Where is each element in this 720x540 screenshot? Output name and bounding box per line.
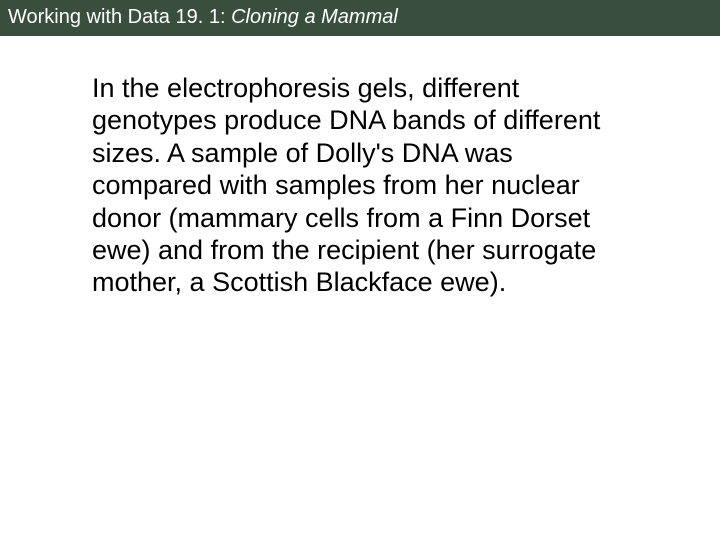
slide-header: Working with Data 19. 1: Cloning a Mamma…	[0, 0, 720, 36]
body-paragraph: In the electrophoresis gels, different g…	[92, 72, 640, 299]
header-prefix: Working with Data 19. 1:	[8, 6, 231, 28]
header-italic: Cloning a Mammal	[231, 6, 398, 28]
slide-body: In the electrophoresis gels, different g…	[0, 36, 720, 299]
slide-header-text: Working with Data 19. 1: Cloning a Mamma…	[8, 6, 398, 28]
